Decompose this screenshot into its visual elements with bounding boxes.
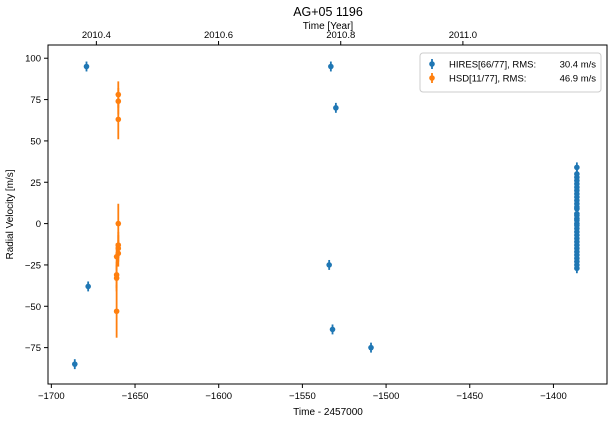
- data-point: [328, 63, 334, 70]
- series-1: [113, 81, 122, 338]
- data-point: [326, 262, 332, 268]
- top-tick-label: 2011.0: [449, 30, 477, 41]
- legend-marker: [429, 75, 435, 81]
- y-axis-ticks: −75 −50 −25 0 25 50 75 100: [25, 54, 48, 354]
- data-point: [71, 361, 78, 367]
- data-point: [85, 283, 91, 290]
- top-tick-label: 2010.4: [82, 30, 111, 41]
- top-tick-label: 2010.8: [326, 30, 355, 41]
- y-tick-label: 75: [30, 95, 41, 106]
- top-tick-label: 2010.6: [204, 30, 233, 41]
- x-axis-label: Time - 2457000: [293, 407, 363, 418]
- data-point: [113, 275, 120, 281]
- legend-box: [419, 52, 602, 93]
- y-axis-label: Radial Velocity [m/s]: [5, 169, 16, 259]
- legend-label: HIRES[66/77], RMS:: [449, 60, 536, 71]
- y-tick-label: 50: [30, 136, 41, 147]
- top-axis-ticks: 2010.4 2010.6 2010.8 2011.0: [82, 30, 477, 45]
- x-tick-label: −1400: [540, 391, 567, 402]
- y-tick-label: −75: [25, 343, 41, 354]
- data-point: [115, 220, 122, 227]
- data-point: [333, 105, 339, 111]
- plot-frame: [47, 44, 608, 385]
- top-axis-label: Time [Year]: [303, 21, 354, 32]
- x-tick-label: −1700: [38, 391, 65, 402]
- y-tick-label: −50: [25, 302, 41, 313]
- series-0: [71, 61, 580, 370]
- x-tick-label: −1500: [373, 391, 400, 402]
- data-point: [574, 265, 580, 272]
- y-tick-label: −25: [25, 260, 41, 271]
- chart-title: AG+05 1196: [293, 5, 363, 19]
- legend-rms-value: 46.9 m/s: [560, 74, 597, 85]
- x-axis-ticks: −1700 −1650 −1600 −1550 −1500 −1450 −1400: [38, 384, 567, 402]
- data-point: [329, 326, 336, 333]
- data-point: [113, 308, 120, 315]
- legend-marker: [429, 61, 435, 67]
- legend-label: HSD[11/77], RMS:: [449, 74, 526, 85]
- plot-area: [71, 61, 580, 370]
- legend-rms-value: 30.4 m/s: [560, 60, 597, 71]
- data-point: [115, 116, 122, 123]
- data-point: [368, 344, 374, 351]
- y-tick-label: 25: [30, 178, 41, 189]
- data-point: [113, 253, 120, 260]
- series-layer: [71, 61, 580, 370]
- x-tick-label: −1650: [122, 391, 149, 402]
- legend: HIRES[66/77], RMS: 30.4 m/s HSD[11/77], RM…: [419, 52, 602, 93]
- data-point: [83, 63, 90, 70]
- x-tick-label: −1450: [456, 391, 483, 402]
- x-tick-label: −1600: [205, 391, 232, 402]
- x-tick-label: −1550: [289, 391, 316, 402]
- y-tick-label: 0: [36, 219, 41, 230]
- data-point: [574, 164, 580, 171]
- y-tick-label: 100: [25, 54, 41, 65]
